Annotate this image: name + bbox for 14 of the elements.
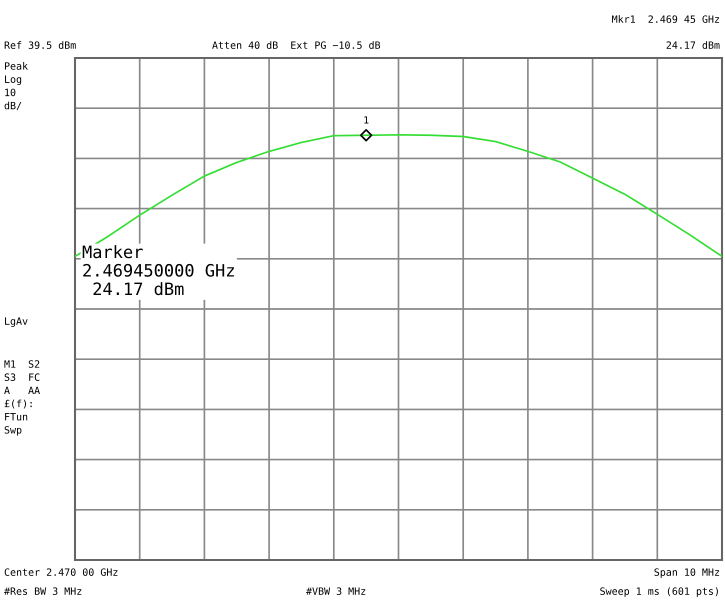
- text: Sweep 1 ms (601 pts): [600, 587, 718, 597]
- text: Mkr1 2.469 45 GHz: [612, 15, 720, 23]
- text: M1 S2 S3 FC A AA £(f): FTun Swp: [4, 360, 40, 436]
- text: Ref 39.5 dBm: [4, 41, 76, 49]
- text: Atten 40 dB Ext PG −10.5 dB: [212, 41, 380, 49]
- text: Center 2.470 00 GHz: [4, 568, 118, 576]
- text: #VBW 3 MHz: [306, 587, 366, 595]
- text: 1: [364, 116, 368, 124]
- annotation: Marker 2.469450000 GHz 24.17 dBm: [82, 245, 234, 296]
- text: Peak Log 10 dB/: [4, 62, 28, 110]
- text: 24.17 dBm: [666, 41, 720, 49]
- text: #Res BW 3 MHz: [4, 587, 82, 595]
- text: Span 10 MHz: [654, 568, 720, 578]
- text: LgAv: [5, 317, 28, 327]
